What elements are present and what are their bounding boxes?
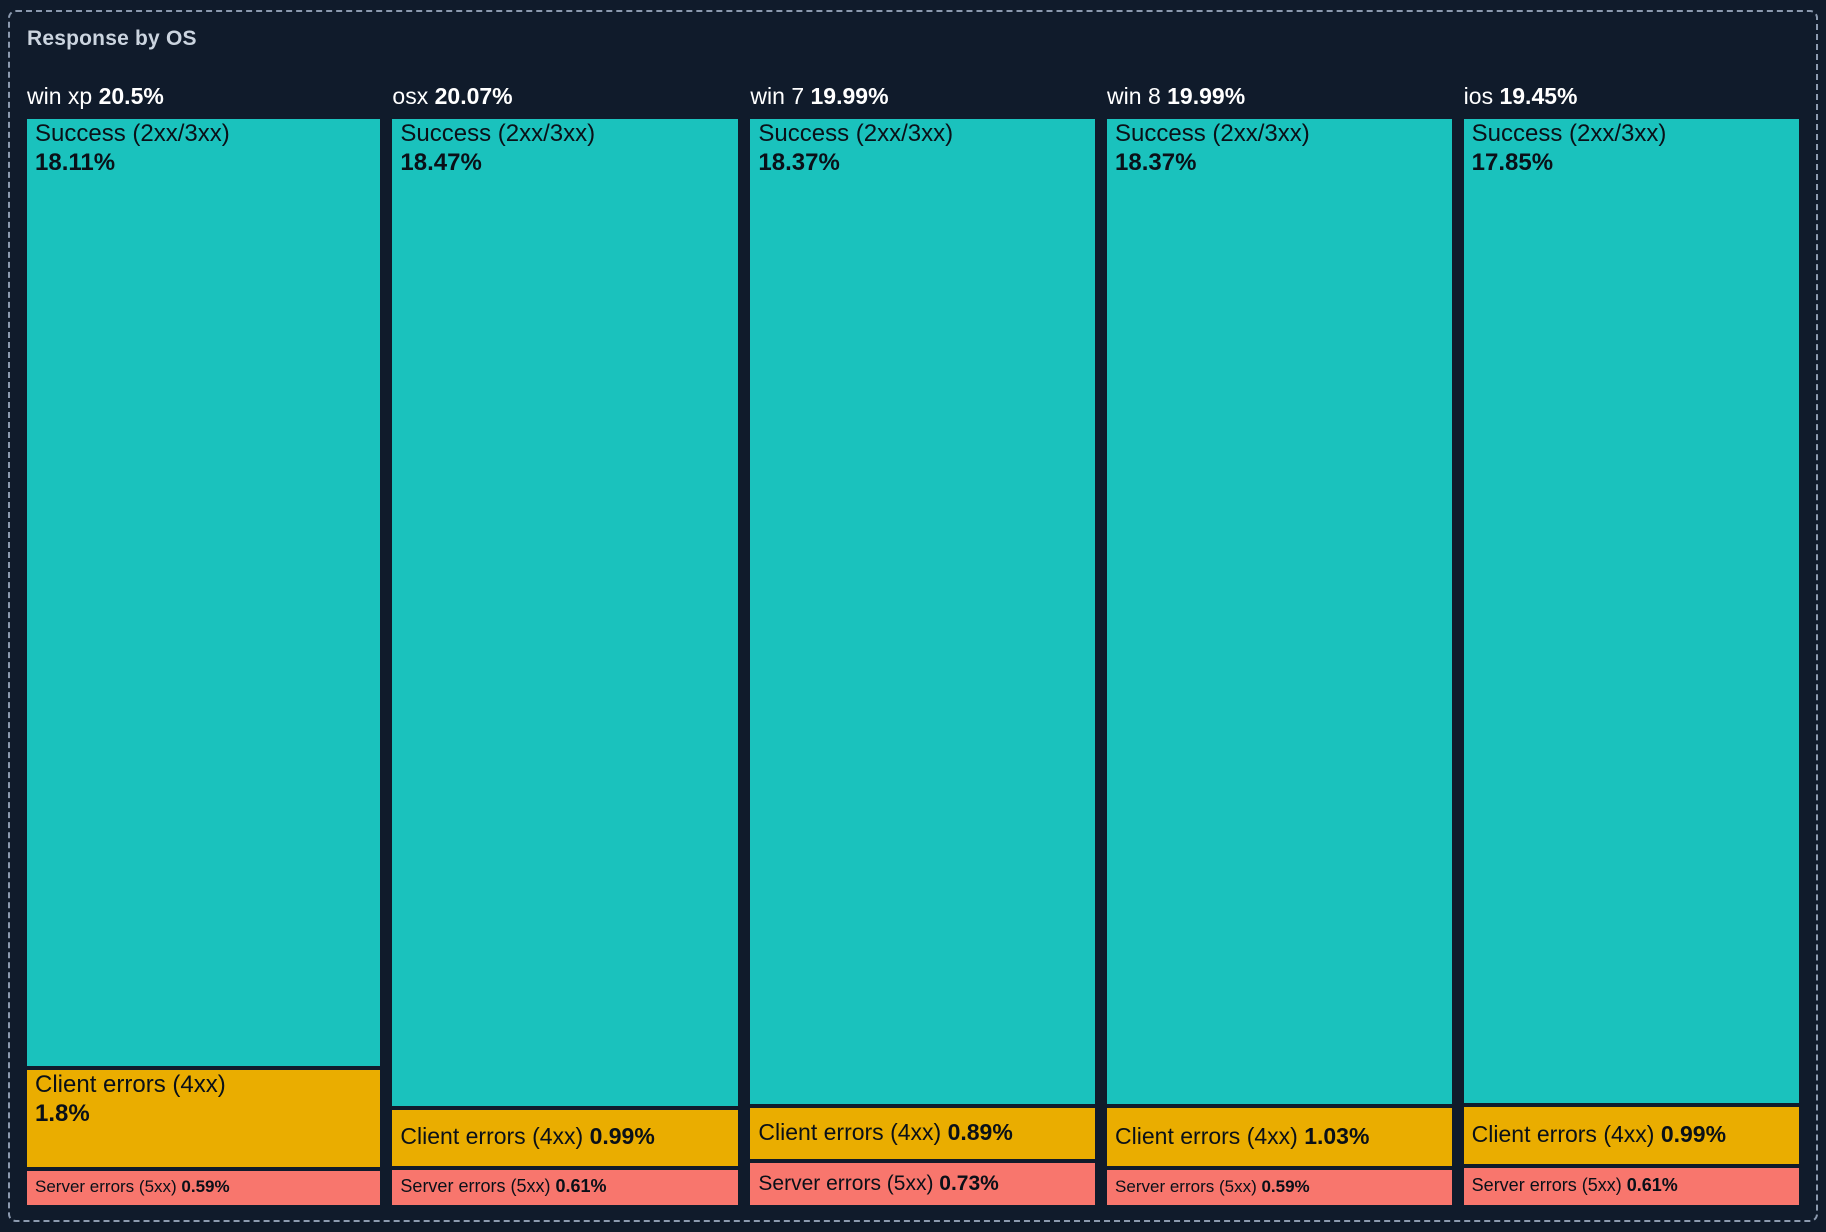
treemap-column-win-xp: win xp 20.5% Success (2xx/3xx) 18.11% Clien… — [27, 82, 381, 1205]
segment-label: Server errors (5xx) — [35, 1177, 177, 1197]
os-name: win 8 — [1107, 83, 1161, 109]
os-percent: 19.99% — [810, 83, 889, 109]
segment-percent: 0.59% — [181, 1177, 230, 1197]
segment-label: Success (2xx/3xx) — [758, 120, 954, 147]
treemap-column-ios: ios 19.45% Success (2xx/3xx) 17.85% Client … — [1463, 82, 1799, 1205]
segment-percent: 0.61% — [555, 1175, 607, 1196]
segment-percent: 18.11% — [35, 148, 116, 176]
treemap-column-win-8: win 8 19.99% Success (2xx/3xx) 18.37% Clien… — [1107, 82, 1452, 1205]
segment-label: Client errors (4xx) — [758, 1119, 942, 1146]
os-percent: 20.5% — [98, 83, 164, 109]
segment-label: Server errors (5xx) — [1115, 1177, 1257, 1197]
os-name: win 7 — [750, 83, 805, 109]
segment-client-ios[interactable]: Client errors (4xx) 0.99% — [1463, 1107, 1799, 1165]
segment-success-win-8[interactable]: Success (2xx/3xx) 18.37% — [1107, 119, 1452, 1105]
segment-label: Client errors (4xx) — [1471, 1121, 1655, 1148]
segment-percent: 1.03% — [1304, 1123, 1370, 1150]
panel-title: Response by OS — [27, 27, 197, 50]
segment-label: Success (2xx/3xx) — [400, 120, 596, 147]
os-label-osx: osx 20.07% — [392, 82, 738, 110]
segment-success-win-7[interactable]: Success (2xx/3xx) 18.37% — [750, 119, 1096, 1105]
os-percent: 20.07% — [434, 83, 513, 109]
os-label-win-xp: win xp 20.5% — [27, 82, 380, 110]
segment-label: Client errors (4xx) — [400, 1123, 584, 1150]
segment-success-osx[interactable]: Success (2xx/3xx) 18.47% — [392, 119, 739, 1106]
segment-client-win-7[interactable]: Client errors (4xx) 0.89% — [750, 1108, 1096, 1159]
os-label-ios: ios 19.45% — [1464, 82, 1799, 110]
segment-percent: 0.99% — [589, 1123, 655, 1150]
segment-label: Server errors (5xx) — [758, 1171, 934, 1195]
os-name: ios — [1463, 83, 1494, 109]
segment-percent: 0.59% — [1261, 1177, 1310, 1197]
segment-percent: 0.61% — [1626, 1175, 1678, 1196]
segment-server-osx[interactable]: Server errors (5xx) 0.61% — [392, 1169, 739, 1205]
os-name: win xp — [27, 83, 93, 109]
segment-label: Server errors (5xx) — [400, 1175, 551, 1196]
segment-success-ios[interactable]: Success (2xx/3xx) 17.85% — [1463, 119, 1799, 1104]
os-name: osx — [392, 83, 429, 109]
treemap-column-osx: osx 20.07% Success (2xx/3xx) 18.47% Client … — [392, 82, 739, 1205]
segment-percent: 17.85% — [1471, 148, 1554, 176]
segment-stack: Success (2xx/3xx) 18.47% Client errors (4x… — [392, 119, 739, 1205]
segment-server-win-7[interactable]: Server errors (5xx) 0.73% — [750, 1162, 1096, 1205]
os-label-win-7: win 7 19.99% — [750, 82, 1095, 110]
os-percent: 19.45% — [1499, 83, 1578, 109]
segment-success-win-xp[interactable]: Success (2xx/3xx) 18.11% — [27, 119, 381, 1067]
segment-stack: Success (2xx/3xx) 18.37% Client errors (4x… — [750, 119, 1096, 1205]
segment-percent: 0.73% — [939, 1171, 999, 1195]
segment-label: Success (2xx/3xx) — [1115, 120, 1310, 147]
segment-client-win-xp[interactable]: Client errors (4xx) 1.8% — [27, 1070, 381, 1168]
os-label-win-8: win 8 19.99% — [1107, 82, 1452, 110]
segment-server-win-8[interactable]: Server errors (5xx) 0.59% — [1107, 1170, 1452, 1205]
segment-label: Client errors (4xx) — [1115, 1123, 1298, 1150]
segment-client-win-8[interactable]: Client errors (4xx) 1.03% — [1107, 1108, 1452, 1167]
segment-percent: 18.47% — [400, 148, 482, 176]
treemap-column-win-7: win 7 19.99% Success (2xx/3xx) 18.37% Clien… — [750, 82, 1096, 1205]
segment-percent: 18.37% — [758, 148, 840, 176]
segment-label: Success (2xx/3xx) — [35, 120, 230, 147]
segment-label: Server errors (5xx) — [1471, 1175, 1622, 1196]
segment-percent: 0.99% — [1660, 1121, 1727, 1148]
segment-percent: 1.8% — [35, 1100, 90, 1128]
segment-server-win-xp[interactable]: Server errors (5xx) 0.59% — [27, 1171, 381, 1205]
segment-percent: 0.89% — [947, 1119, 1013, 1146]
treemap-chart: win xp 20.5% Success (2xx/3xx) 18.11% Clien… — [27, 82, 1799, 1205]
segment-percent: 18.37% — [1115, 148, 1197, 176]
response-by-os-panel: Response by OS win xp 20.5% Success (2xx/… — [8, 10, 1818, 1222]
segment-stack: Success (2xx/3xx) 18.37% Client errors (4x… — [1107, 119, 1452, 1205]
segment-stack: Success (2xx/3xx) 18.11% Client errors (4x… — [27, 119, 381, 1205]
segment-client-osx[interactable]: Client errors (4xx) 0.99% — [392, 1109, 739, 1166]
segment-label: Success (2xx/3xx) — [1471, 120, 1667, 147]
os-percent: 19.99% — [1167, 83, 1246, 109]
segment-server-ios[interactable]: Server errors (5xx) 0.61% — [1463, 1168, 1799, 1205]
segment-stack: Success (2xx/3xx) 17.85% Client errors (4x… — [1463, 119, 1799, 1205]
segment-label: Client errors (4xx) — [35, 1071, 226, 1099]
